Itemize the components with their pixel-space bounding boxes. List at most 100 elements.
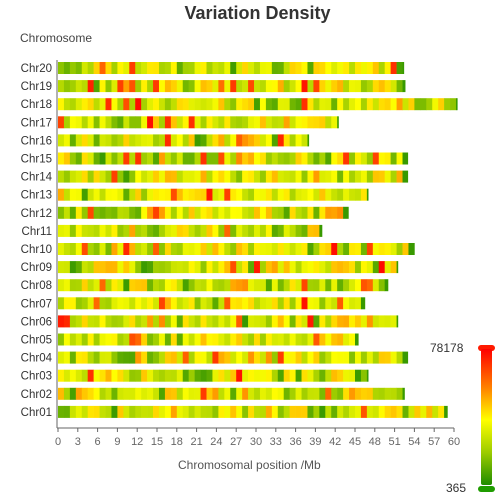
- density-bin: [277, 279, 285, 292]
- density-bin: [248, 116, 255, 129]
- density-bin: [170, 170, 178, 183]
- chromosome-label: Chr09: [21, 262, 52, 274]
- density-bin: [289, 98, 296, 111]
- density-bin: [194, 297, 201, 310]
- density-bin: [230, 351, 237, 364]
- density-bin: [289, 243, 296, 255]
- density-bin: [236, 351, 243, 364]
- density-bin: [218, 387, 225, 400]
- density-bin: [200, 279, 207, 292]
- density-bin: [271, 369, 279, 382]
- density-bin: [111, 170, 118, 183]
- density-bin: [254, 261, 261, 274]
- density-bin: [58, 243, 65, 255]
- density-bin: [194, 80, 201, 93]
- density-bin: [271, 116, 279, 129]
- density-bin: [158, 315, 166, 328]
- density-bin: [283, 62, 290, 74]
- density-bin: [224, 152, 231, 165]
- density-bin: [259, 188, 267, 201]
- density-bin: [105, 98, 112, 111]
- density-bin: [170, 188, 178, 201]
- density-bin: [248, 188, 255, 201]
- density-bin: [313, 98, 320, 111]
- density-bin: [153, 333, 160, 346]
- density-bin: [200, 315, 207, 328]
- density-bin: [248, 333, 255, 346]
- density-bin: [271, 315, 279, 328]
- density-bin: [396, 62, 403, 74]
- density-bin: [319, 80, 326, 93]
- density-bin: [277, 206, 285, 219]
- density-bin: [117, 170, 124, 183]
- density-bin: [63, 261, 71, 274]
- density-bin: [277, 315, 285, 328]
- density-bin: [63, 206, 71, 219]
- density-bin: [325, 80, 332, 93]
- chromosome-label: Chr05: [21, 335, 52, 347]
- density-bin: [319, 206, 326, 219]
- density-bin: [360, 152, 368, 165]
- x-tick-label: 21: [190, 436, 202, 448]
- density-bin: [87, 333, 94, 346]
- density-bin: [295, 279, 302, 292]
- density-bin: [271, 224, 279, 237]
- density-bin: [129, 243, 136, 255]
- density-bin: [135, 152, 142, 165]
- density-bin: [236, 333, 243, 346]
- density-bin: [372, 351, 380, 364]
- density-bin: [87, 170, 94, 183]
- density-bin: [265, 243, 273, 255]
- density-bin: [212, 387, 219, 400]
- x-axis-label: Chromosomal position /Mb: [178, 458, 321, 472]
- density-bin: [147, 224, 154, 237]
- chromosome-label: Chr02: [21, 389, 52, 401]
- density-bin: [164, 387, 172, 400]
- density-bin: [63, 333, 71, 346]
- density-bin: [206, 369, 213, 382]
- density-bin: [242, 261, 249, 274]
- density-bin: [254, 206, 261, 219]
- density-bin: [230, 387, 237, 400]
- density-bin: [176, 279, 184, 292]
- density-bin: [123, 351, 130, 364]
- density-bin: [87, 98, 94, 111]
- density-bin: [378, 98, 385, 111]
- density-bin: [259, 80, 267, 93]
- density-bin: [176, 62, 184, 74]
- density-bin: [301, 387, 308, 400]
- legend-max-handle[interactable]: [478, 345, 495, 351]
- density-bin: [200, 333, 207, 346]
- chromosome-label: Chr19: [21, 81, 52, 93]
- density-bin: [254, 297, 261, 310]
- density-bin: [277, 62, 285, 74]
- density-bin: [58, 134, 65, 147]
- density-bin: [87, 62, 94, 74]
- density-bin: [129, 297, 136, 310]
- density-bin: [153, 387, 160, 400]
- density-bin: [129, 405, 136, 418]
- density-bin: [331, 152, 338, 165]
- density-bin: [75, 152, 83, 165]
- density-bin: [366, 279, 374, 292]
- density-bin: [105, 315, 112, 328]
- density-bin: [366, 98, 374, 111]
- density-bin: [277, 224, 285, 237]
- density-bin: [153, 405, 160, 418]
- density-bin: [355, 333, 359, 346]
- density-bin: [265, 152, 273, 165]
- density-bin: [248, 80, 255, 93]
- density-bin: [141, 152, 148, 165]
- density-bin: [242, 279, 249, 292]
- density-bin: [117, 98, 124, 111]
- density-bin: [230, 315, 237, 328]
- density-bin: [224, 188, 231, 201]
- density-bin: [271, 206, 279, 219]
- density-bin: [384, 243, 391, 255]
- density-bin: [271, 62, 279, 74]
- legend-min-handle[interactable]: [478, 486, 495, 492]
- density-bin: [360, 315, 368, 328]
- density-bin: [111, 188, 118, 201]
- density-bin: [147, 279, 154, 292]
- x-tick-label: 12: [131, 436, 143, 448]
